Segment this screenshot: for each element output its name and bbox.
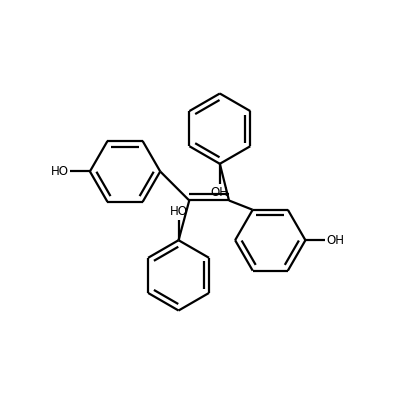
Text: OH: OH — [327, 234, 345, 247]
Text: HO: HO — [50, 165, 68, 178]
Text: HO: HO — [170, 205, 188, 218]
Text: OH: OH — [211, 186, 229, 199]
